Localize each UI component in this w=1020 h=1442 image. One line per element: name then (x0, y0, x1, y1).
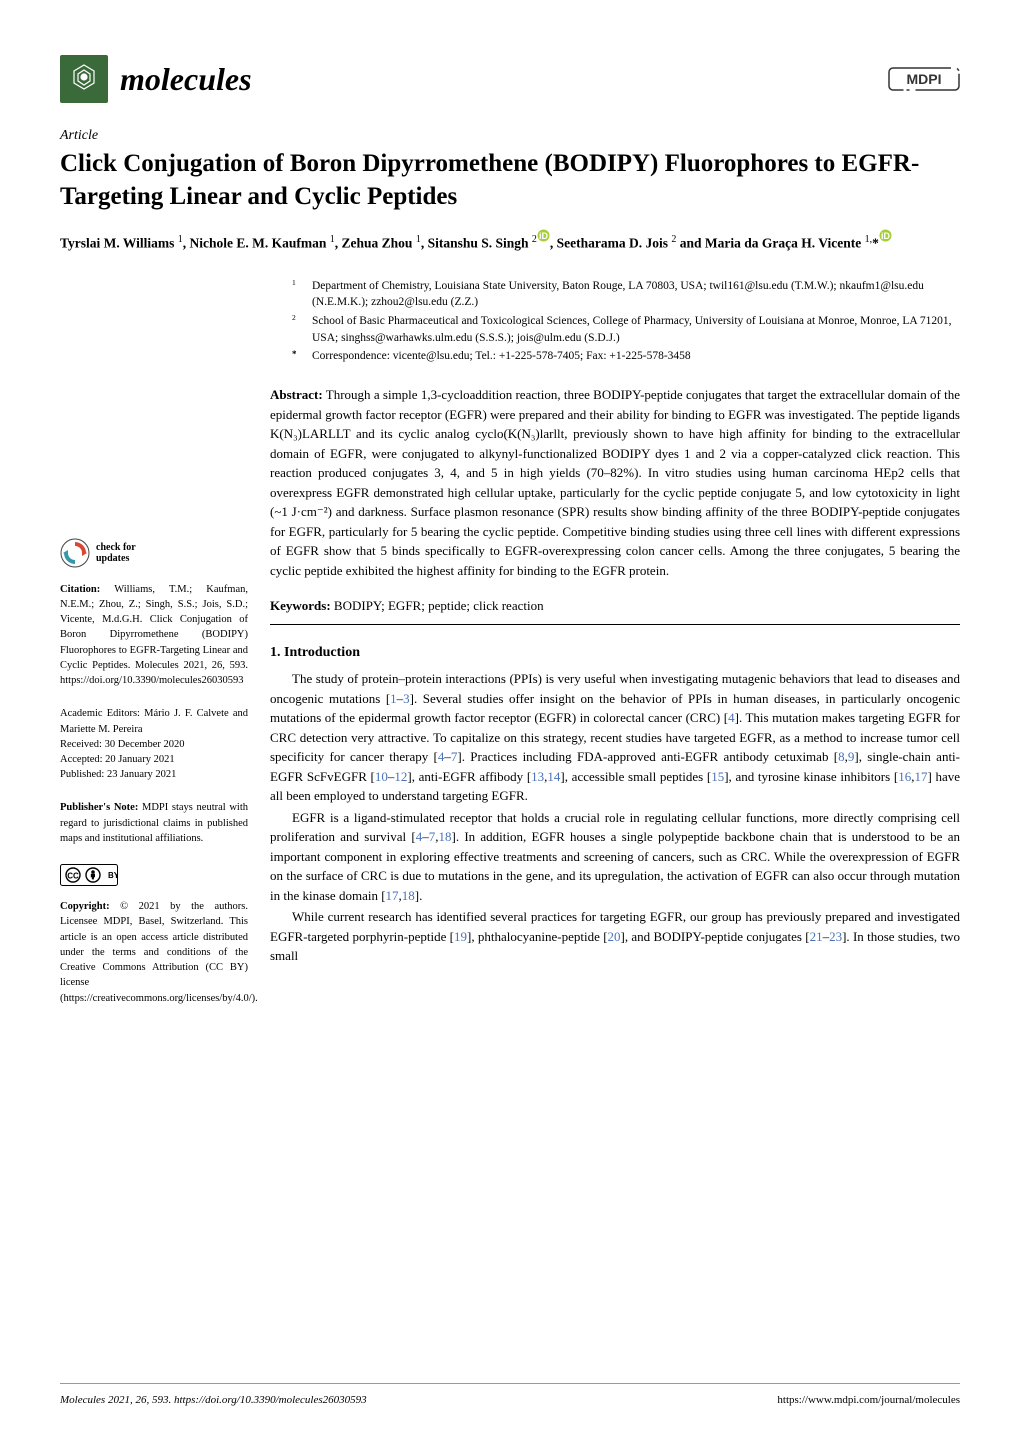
ref-link[interactable]: 3 (403, 691, 410, 706)
svg-text:iD: iD (539, 231, 549, 241)
svg-text:MDPI: MDPI (907, 71, 942, 87)
affiliation-row: * Correspondence: vicente@lsu.edu; Tel.:… (292, 348, 960, 365)
keywords: Keywords: BODIPY; EGFR; peptide; click r… (270, 598, 960, 614)
affil-text: School of Basic Pharmaceutical and Toxic… (312, 313, 960, 346)
ref-link[interactable]: 13 (531, 769, 544, 784)
cc-license-badge[interactable]: CC BY (60, 864, 248, 891)
ref-link[interactable]: 17 (386, 888, 399, 903)
sidebar: check forupdates Citation: Williams, T.M… (60, 278, 248, 1024)
affiliation-row: 2 School of Basic Pharmaceutical and Tox… (292, 313, 960, 346)
publishers-note-block: Publisher's Note: MDPI stays neutral wit… (60, 800, 248, 846)
editors-block: Academic Editors: Mário J. F. Calvete an… (60, 706, 248, 782)
affil-text: Department of Chemistry, Louisiana State… (312, 278, 960, 311)
ref-link[interactable]: 4 (416, 829, 423, 844)
body-paragraph: The study of protein–protein interaction… (270, 669, 960, 806)
affil-num: * (292, 349, 297, 359)
divider (270, 624, 960, 625)
ref-link[interactable]: 4 (728, 710, 735, 725)
published-text: Published: 23 January 2021 (60, 769, 176, 780)
accepted-text: Accepted: 20 January 2021 (60, 754, 175, 765)
main-column: 1 Department of Chemistry, Louisiana Sta… (270, 278, 960, 1024)
ref-link[interactable]: 1 (390, 691, 397, 706)
check-updates-icon (60, 538, 90, 568)
received-text: Received: 30 December 2020 (60, 739, 185, 750)
article-type: Article (60, 128, 960, 144)
copyright-block: Copyright: © 2021 by the authors. Licens… (60, 899, 248, 1006)
ref-link[interactable]: 10 (375, 769, 388, 784)
orcid-icon: iD (879, 229, 892, 242)
journal-name: molecules (120, 61, 252, 98)
svg-text:iD: iD (881, 231, 891, 241)
page-footer: Molecules 2021, 26, 593. https://doi.org… (60, 1383, 960, 1406)
publisher-logo-icon: MDPI (888, 65, 960, 93)
abstract-text: Through a simple 1,3-cycloaddition react… (270, 387, 960, 578)
affil-num: 2 (292, 313, 296, 322)
affiliations: 1 Department of Chemistry, Louisiana Sta… (270, 278, 960, 365)
ref-link[interactable]: 7 (451, 749, 458, 764)
journal-logo-icon (60, 55, 108, 103)
ref-link[interactable]: 8 (838, 749, 845, 764)
check-updates-badge[interactable]: check forupdates (60, 538, 248, 568)
author-list: Tyrslai M. Williams 1, Nichole E. M. Kau… (60, 229, 960, 254)
ref-link[interactable]: 16 (898, 769, 911, 784)
footer-citation: Molecules 2021, 26, 593. https://doi.org… (60, 1394, 367, 1406)
check-updates-label: check forupdates (96, 542, 136, 564)
article-title: Click Conjugation of Boron Dipyrromethen… (60, 148, 960, 213)
ref-link[interactable]: 14 (547, 769, 560, 784)
section-heading: 1. Introduction (270, 645, 960, 661)
ref-link[interactable]: 18 (402, 888, 415, 903)
ref-link[interactable]: 18 (438, 829, 451, 844)
abstract: Abstract: Through a simple 1,3-cycloaddi… (270, 385, 960, 580)
ref-link[interactable]: 19 (454, 929, 467, 944)
affil-text: Correspondence: vicente@lsu.edu; Tel.: +… (312, 348, 960, 365)
journal-brand: molecules (60, 55, 252, 103)
ref-link[interactable]: 20 (608, 929, 621, 944)
orcid-icon: iD (537, 229, 550, 242)
ref-link[interactable]: 9 (848, 749, 855, 764)
keywords-text: BODIPY; EGFR; peptide; click reaction (334, 598, 544, 613)
citation-block: Citation: Williams, T.M.; Kaufman, N.E.M… (60, 582, 248, 689)
affiliation-row: 1 Department of Chemistry, Louisiana Sta… (292, 278, 960, 311)
body-paragraph: EGFR is a ligand-stimulated receptor tha… (270, 808, 960, 906)
ref-link[interactable]: 23 (829, 929, 842, 944)
ref-link[interactable]: 17 (914, 769, 927, 784)
ref-link[interactable]: 15 (711, 769, 724, 784)
page-header: molecules MDPI (60, 55, 960, 103)
body-paragraph: While current research has identified se… (270, 907, 960, 966)
ref-link[interactable]: 12 (394, 769, 407, 784)
svg-text:BY: BY (108, 871, 118, 880)
editors-text: Academic Editors: Mário J. F. Calvete an… (60, 708, 248, 734)
svg-text:CC: CC (67, 872, 79, 881)
ref-link[interactable]: 21 (810, 929, 823, 944)
cc-by-icon: CC BY (60, 864, 118, 886)
ref-link[interactable]: 4 (438, 749, 445, 764)
ref-link[interactable]: 7 (429, 829, 436, 844)
copyright-text: © 2021 by the authors. Licensee MDPI, Ba… (60, 901, 258, 1003)
footer-url[interactable]: https://www.mdpi.com/journal/molecules (777, 1394, 960, 1406)
citation-text: Williams, T.M.; Kaufman, N.E.M.; Zhou, Z… (60, 584, 248, 686)
affil-num: 1 (292, 278, 296, 287)
